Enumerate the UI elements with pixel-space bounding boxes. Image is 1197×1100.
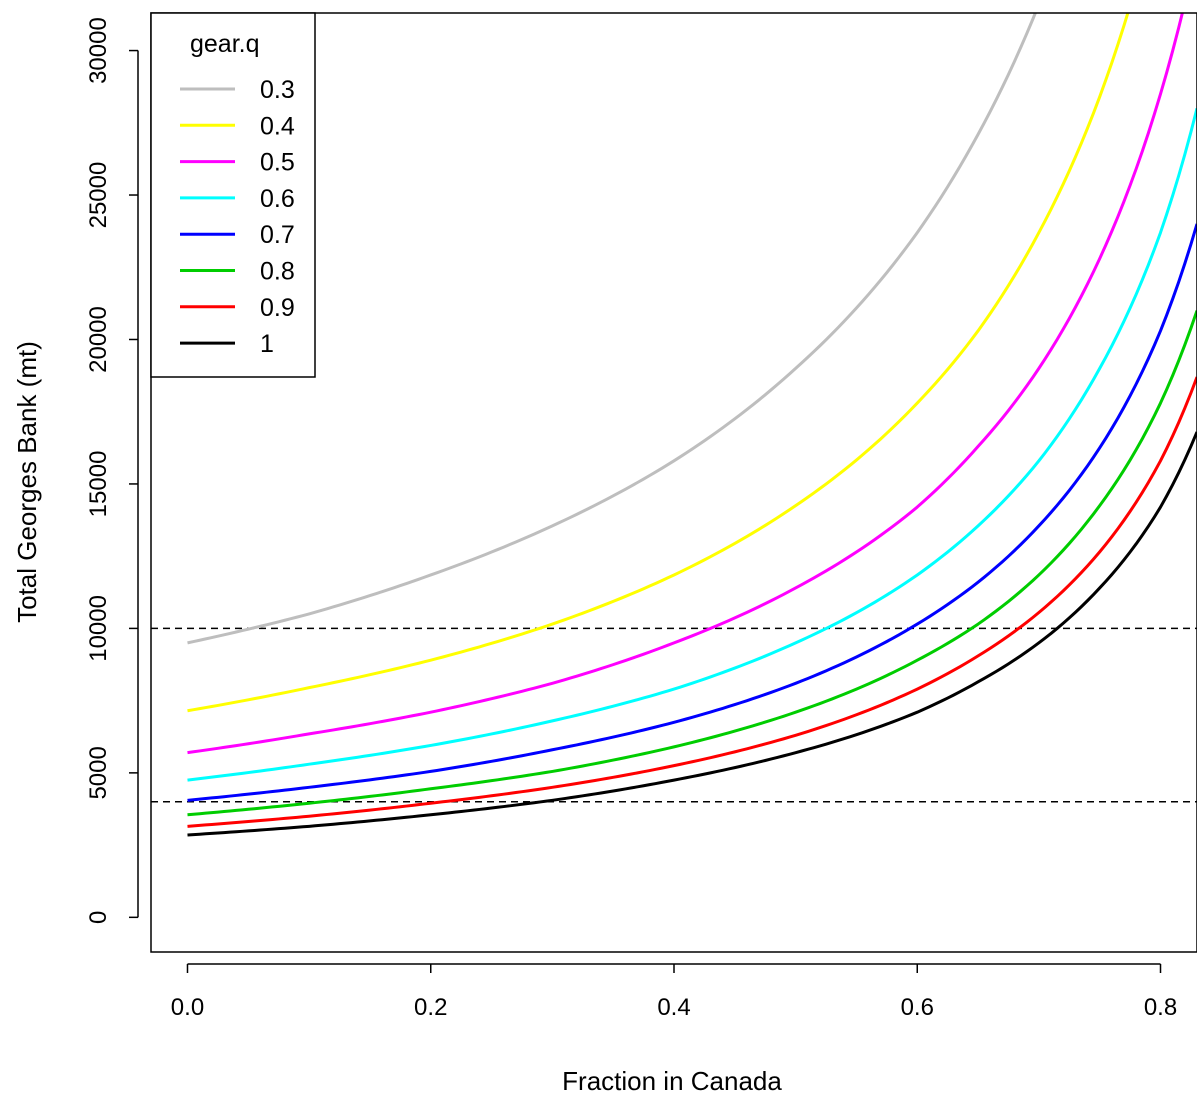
legend-label: 1 (260, 330, 274, 358)
legend: gear.q 0.3 0.4 0.5 0.6 0.7 0.8 0.9 1 (150, 12, 316, 378)
legend-title: gear.q (190, 30, 260, 58)
y-tick-label: 25000 (85, 162, 112, 229)
series-line-0-9 (187, 376, 1197, 828)
series-line-0-7 (187, 223, 1197, 802)
x-tick-label: 0.8 (1144, 994, 1177, 1021)
legend-label: 0.4 (260, 112, 295, 140)
series-line-0-5 (187, 13, 1184, 755)
y-tick-label: 20000 (85, 306, 112, 373)
legend-label: 0.5 (260, 149, 295, 177)
y-tick-label: 15000 (85, 451, 112, 518)
x-tick-label: 0.6 (901, 994, 934, 1021)
y-tick-label: 10000 (85, 595, 112, 662)
x-axis-label: Fraction in Canada (562, 1066, 782, 1096)
legend-box (150, 12, 316, 378)
series-line-0-6 (187, 107, 1197, 782)
y-tick-label: 30000 (85, 17, 112, 84)
x-tick-label: 0.2 (414, 994, 447, 1021)
x-tick-label: 0.0 (171, 994, 204, 1021)
reference-lines (151, 627, 1197, 803)
plot-frame (150, 12, 1197, 953)
series-lines (187, 13, 1197, 837)
series-line-0-3 (187, 13, 1037, 645)
series-line-0-4 (187, 13, 1130, 713)
y-axis: 0 5000 10000 15000 20000 25000 30000 (85, 17, 139, 924)
y-axis-label: Total Georges Bank (mt) (12, 341, 42, 623)
series-line-1 (187, 431, 1197, 837)
legend-label: 0.3 (260, 76, 295, 104)
series-line-0-8 (187, 310, 1197, 817)
legend-items: 0.3 0.4 0.5 0.6 0.7 0.8 0.9 1 (180, 76, 295, 358)
legend-label: 0.6 (260, 185, 295, 213)
legend-label: 0.9 (260, 294, 295, 322)
legend-label: 0.7 (260, 221, 295, 249)
y-tick-label: 0 (85, 911, 112, 924)
x-axis: 0.0 0.2 0.4 0.6 0.8 (171, 963, 1177, 1021)
y-tick-label: 5000 (85, 746, 112, 799)
x-tick-label: 0.4 (657, 994, 690, 1021)
legend-label: 0.8 (260, 258, 295, 286)
